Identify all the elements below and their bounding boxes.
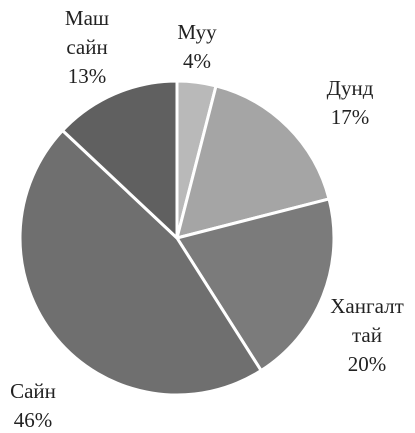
slice-label: сайн: [66, 35, 107, 59]
value-label: 17%: [331, 105, 370, 129]
slice-label: Маш: [65, 6, 109, 30]
slice-label: Хангалт: [330, 294, 404, 318]
value-label: 4%: [183, 49, 211, 73]
pie-slice: [175, 197, 336, 373]
slice-label: тай: [352, 323, 382, 347]
value-label: 20%: [348, 352, 387, 376]
pie-slice: [61, 79, 179, 240]
slice-label: Муу: [177, 20, 217, 44]
pie-slice: [18, 129, 263, 397]
value-label: 13%: [68, 64, 107, 88]
value-label: 46%: [14, 408, 53, 432]
slice-label: Сайн: [10, 379, 56, 403]
pie-slice: [175, 84, 331, 240]
slice-label: Дунд: [327, 76, 374, 100]
